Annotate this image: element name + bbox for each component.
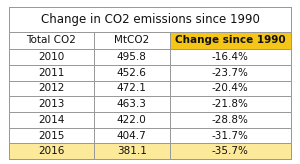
Text: -16.4%: -16.4% (212, 52, 249, 62)
Bar (170, 81, 291, 96)
Text: 472.1: 472.1 (117, 83, 147, 93)
Bar (9, 32, 94, 49)
Bar (9, 112, 94, 128)
Text: -28.8%: -28.8% (212, 115, 249, 125)
Text: 404.7: 404.7 (117, 131, 146, 141)
Bar (170, 112, 291, 128)
Text: 2012: 2012 (38, 83, 64, 93)
Text: 2010: 2010 (38, 52, 64, 62)
Bar (9, 49, 94, 65)
Bar (94, 81, 170, 96)
Text: 495.8: 495.8 (117, 52, 147, 62)
Text: Total CO2: Total CO2 (26, 35, 76, 45)
Text: -23.7%: -23.7% (212, 68, 249, 78)
Text: 2016: 2016 (38, 146, 64, 156)
Bar (9, 96, 94, 112)
Text: Change since 1990: Change since 1990 (175, 35, 286, 45)
Text: 2013: 2013 (38, 99, 64, 109)
Text: 463.3: 463.3 (117, 99, 147, 109)
Text: -35.7%: -35.7% (212, 146, 249, 156)
Bar (9, 65, 94, 81)
Text: MtCO2: MtCO2 (114, 35, 149, 45)
Bar (170, 65, 291, 81)
Bar (94, 112, 170, 128)
Bar (9, 81, 94, 96)
Bar (170, 49, 291, 65)
Bar (94, 96, 170, 112)
Bar (170, 128, 291, 143)
Bar (94, 49, 170, 65)
Bar (94, 65, 170, 81)
Text: -21.8%: -21.8% (212, 99, 249, 109)
Bar (170, 32, 291, 49)
Bar (9, 7, 291, 32)
Bar (170, 143, 291, 159)
Text: 2015: 2015 (38, 131, 64, 141)
Text: 422.0: 422.0 (117, 115, 146, 125)
Bar (9, 128, 94, 143)
Bar (94, 32, 170, 49)
Bar (9, 143, 94, 159)
Text: 452.6: 452.6 (117, 68, 147, 78)
Bar (94, 128, 170, 143)
Text: 2011: 2011 (38, 68, 64, 78)
Bar (170, 96, 291, 112)
Text: -20.4%: -20.4% (212, 83, 249, 93)
Text: 2014: 2014 (38, 115, 64, 125)
Text: 381.1: 381.1 (117, 146, 147, 156)
Text: -31.7%: -31.7% (212, 131, 249, 141)
Bar (94, 143, 170, 159)
Text: Change in CO2 emissions since 1990: Change in CO2 emissions since 1990 (40, 13, 260, 26)
